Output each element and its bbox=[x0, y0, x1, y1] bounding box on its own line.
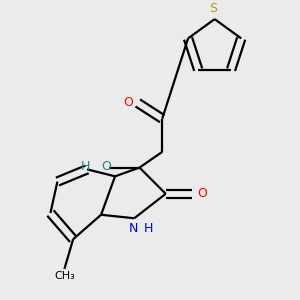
Text: N: N bbox=[129, 222, 138, 235]
Text: H: H bbox=[81, 160, 90, 173]
Text: H: H bbox=[144, 222, 153, 235]
Text: O: O bbox=[101, 160, 111, 173]
Text: O: O bbox=[123, 96, 133, 109]
Text: S: S bbox=[209, 2, 217, 15]
Text: O: O bbox=[197, 187, 207, 200]
Text: CH₃: CH₃ bbox=[54, 271, 75, 281]
